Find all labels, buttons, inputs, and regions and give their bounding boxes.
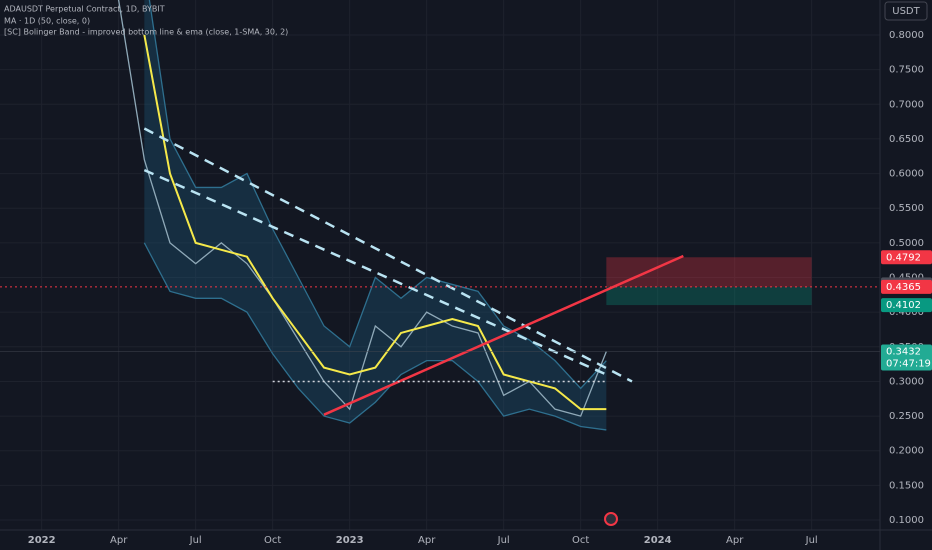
- indicator-label: [SC] Bolinger Band - improved bottom lin…: [4, 28, 288, 37]
- x-tick-label: 2023: [336, 535, 364, 546]
- event-icon[interactable]: [604, 512, 618, 526]
- price-tag-label: 0.3432: [886, 347, 921, 358]
- x-tick-label: Oct: [264, 535, 281, 546]
- y-tick-label: 0.2500: [889, 411, 924, 422]
- y-tick-label: 0.8000: [889, 30, 924, 41]
- y-tick-label: 0.5500: [889, 203, 924, 214]
- trend-line: [323, 254, 684, 416]
- y-tick-label: 0.7500: [889, 65, 924, 76]
- x-tick-label: Oct: [572, 535, 589, 546]
- x-tick-label: Apr: [726, 535, 744, 546]
- price-tag-label: 0.4792: [886, 252, 921, 263]
- price-tag: [881, 298, 932, 313]
- price-tag: [881, 250, 932, 265]
- x-tick-label: Jul: [497, 535, 510, 546]
- price-tag-label: 0.4102: [886, 300, 921, 311]
- indicator-label: MA · 1D (50, close, 0): [4, 17, 90, 26]
- stop-zone: [606, 286, 812, 306]
- trend-line: [143, 127, 633, 383]
- y-tick-label: 0.7000: [889, 99, 924, 110]
- y-tick-label: 0.1500: [889, 480, 924, 491]
- currency-button[interactable]: [884, 1, 928, 21]
- currency-label[interactable]: USDT: [892, 6, 920, 17]
- y-tick-label: 0.5000: [889, 238, 924, 249]
- series-line: [143, 242, 607, 431]
- x-tick-label: Jul: [805, 535, 818, 546]
- price-tag: [881, 344, 932, 371]
- y-tick-label: 0.6000: [889, 169, 924, 180]
- x-tick-label: 2024: [644, 535, 672, 546]
- y-tick-label: 0.1000: [889, 515, 924, 526]
- x-tick-label: Apr: [418, 535, 436, 546]
- chart-title: ADAUSDT Perpetual Contract, 1D, BYBIT: [4, 5, 165, 14]
- series-line: [148, 0, 607, 390]
- x-tick-label: Jul: [189, 535, 202, 546]
- y-tick-label: 0.2000: [889, 446, 924, 457]
- y-tick-label: 0.4000: [889, 307, 924, 318]
- price-tag: [881, 279, 932, 294]
- x-tick-label: 2022: [28, 535, 56, 546]
- target-zone: [606, 257, 812, 287]
- x-tick-label: Apr: [110, 535, 128, 546]
- y-tick-label: 0.3000: [889, 376, 924, 387]
- y-tick-label: 0.6500: [889, 134, 924, 145]
- price-tag-label: 0.4365: [886, 282, 921, 293]
- plot-area: [0, 0, 880, 530]
- countdown-label: 07:47:19: [886, 359, 931, 370]
